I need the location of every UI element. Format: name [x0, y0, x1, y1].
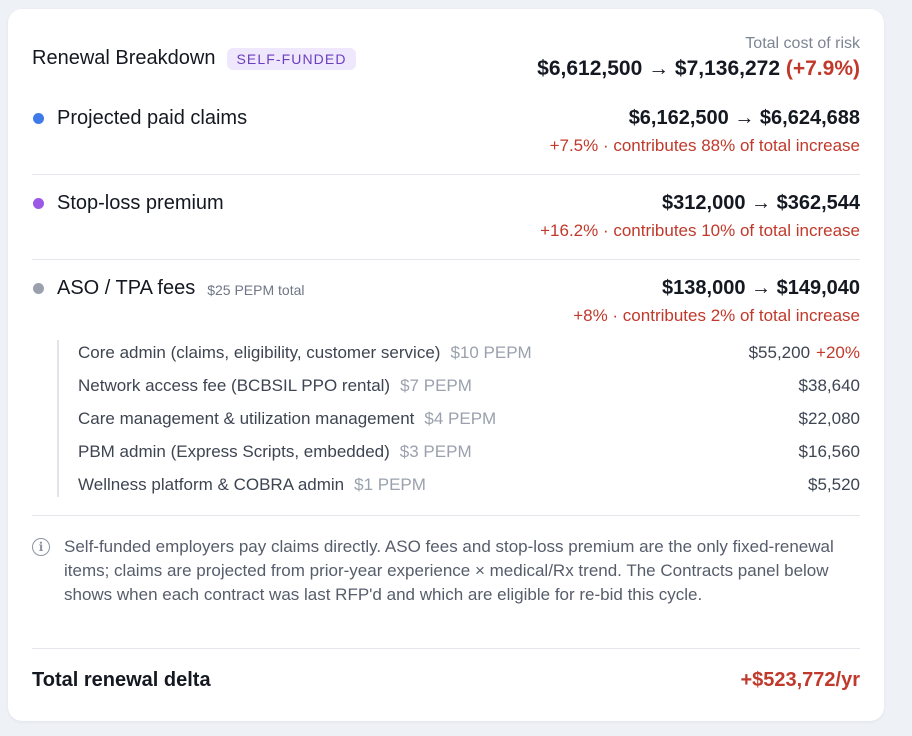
- item-amount: $22,080: [798, 409, 860, 428]
- row-note: $25 PEPM total: [207, 281, 305, 298]
- list-item: Wellness platform & COBRA admin $1 PEPM $…: [78, 475, 860, 494]
- item-change: +20%: [816, 343, 860, 362]
- total-value: +$523,772/yr: [740, 669, 860, 691]
- row-change: +16.2% · contributes 10% of total increa…: [540, 221, 860, 240]
- row-change: +7.5% · contributes 88% of total increas…: [549, 136, 860, 155]
- row-label: Stop-loss premium: [57, 192, 224, 214]
- total-cost-change: (+7.9%): [785, 57, 860, 80]
- renewal-breakdown-card: Renewal Breakdown SELF-FUNDED Total cost…: [8, 9, 884, 721]
- divider: [32, 515, 860, 516]
- stop-loss-dot-icon: [33, 198, 44, 209]
- claims-dot-icon: [33, 113, 44, 124]
- item-amount: $55,200 +20%: [748, 343, 860, 362]
- item-amount: $38,640: [798, 376, 860, 395]
- info-text: Self-funded employers pay claims directl…: [64, 537, 834, 604]
- row-value: $138,000 → $149,040: [662, 277, 860, 299]
- divider: [32, 648, 860, 649]
- row-value: $312,000 → $362,544: [662, 192, 860, 214]
- divider: [32, 174, 860, 175]
- list-item: PBM admin (Express Scripts, embedded) $3 …: [78, 442, 860, 461]
- card-header: Renewal Breakdown SELF-FUNDED Total cost…: [32, 35, 860, 93]
- item-amount: $16,560: [798, 442, 860, 461]
- info-note: i Self-funded employers pay claims direc…: [32, 535, 860, 607]
- aso-dot-icon: [33, 283, 44, 294]
- row-label: ASO / TPA fees: [57, 277, 196, 299]
- total-cost-value: $6,612,500 → $7,136,272 (+7.9%): [537, 57, 860, 80]
- total-label: Total renewal delta: [32, 669, 211, 691]
- list-item: Care management & utilization management…: [78, 409, 860, 428]
- info-icon[interactable]: i: [32, 538, 50, 556]
- card-title: Renewal Breakdown: [32, 47, 216, 69]
- row-value: $6,162,500 → $6,624,688: [628, 107, 860, 129]
- funding-type-badge: SELF-FUNDED: [227, 47, 356, 70]
- list-item: Core admin (claims, eligibility, custome…: [78, 343, 860, 362]
- divider: [32, 259, 860, 260]
- list-item: Network access fee (BCBSIL PPO rental) $7…: [78, 376, 860, 395]
- row-change: +8% · contributes 2% of total increase: [573, 306, 860, 325]
- item-amount: $5,520: [808, 475, 860, 494]
- total-cost-label: Total cost of risk: [745, 35, 860, 52]
- aso-fee-breakdown: Core admin (claims, eligibility, custome…: [57, 340, 860, 497]
- row-label: Projected paid claims: [57, 107, 248, 129]
